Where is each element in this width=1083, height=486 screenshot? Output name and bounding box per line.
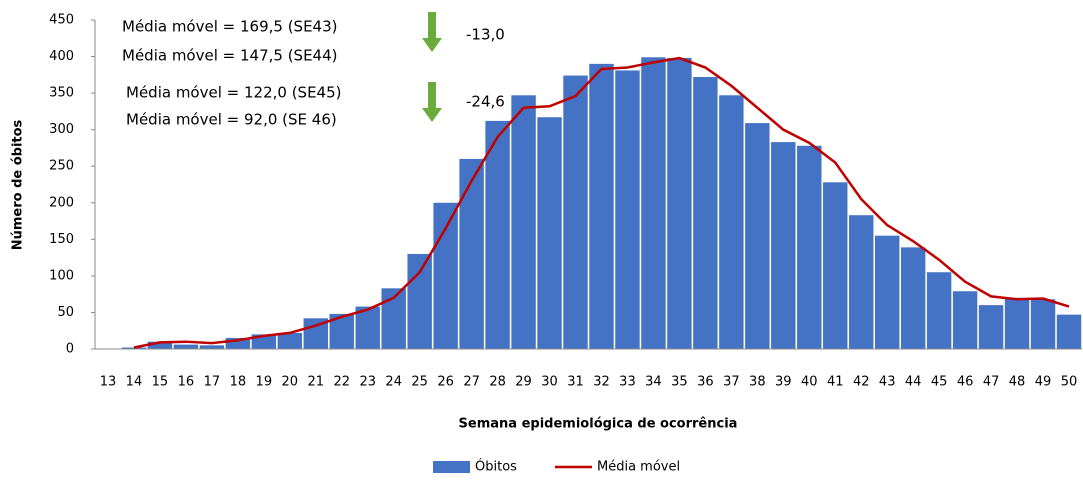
x-tick-label: 29 [515,375,532,390]
x-tick-label: 13 [100,375,117,390]
y-tick-label: 50 [57,305,74,320]
bar [693,77,718,349]
x-tick-label: 21 [308,375,325,390]
bar [641,57,666,349]
x-tick-label: 17 [204,375,221,390]
bar [485,120,510,349]
x-tick-label: 46 [957,375,974,390]
x-tick-label: 20 [282,375,299,390]
x-tick-label: 36 [697,375,714,390]
x-tick-label: 16 [178,375,195,390]
bar [926,272,952,349]
arrow [422,82,442,122]
bar [199,345,225,349]
annotation: Média móvel = 122,0 (SE45) [126,84,342,102]
x-tick-label: 34 [645,375,662,390]
bar [1056,314,1082,349]
bar [225,338,251,349]
x-tick-label: 43 [879,375,896,390]
x-tick-label: 32 [593,375,610,390]
x-tick-label: 24 [385,375,402,390]
y-tick-label: 0 [66,342,74,357]
y-tick-label: 150 [49,232,74,247]
bar [952,291,978,349]
bar [874,235,900,349]
x-tick-label: 45 [931,375,948,390]
bar [823,182,848,349]
bar [1030,299,1056,349]
x-tick-label: 40 [801,375,818,390]
bar [537,117,562,349]
arrow [422,12,442,52]
annotation: Média móvel = 92,0 (SE 46) [126,111,337,129]
bar [563,75,588,349]
x-tick-label: 35 [671,375,688,390]
y-tick-label: 200 [49,195,74,210]
x-tick-label: 44 [905,375,922,390]
x-tick-label: 23 [359,375,376,390]
x-tick-label: 26 [437,375,454,390]
y-tick-label: 300 [49,122,74,137]
bar [849,215,874,349]
bar [589,63,614,349]
x-tick-label: 28 [489,375,506,390]
x-tick-label: 39 [775,375,792,390]
bar [433,202,458,349]
x-axis-title: Semana epidemiológica de ocorrência [459,417,738,432]
x-tick-label: 42 [853,375,870,390]
bar [147,341,173,349]
annotation: -24,6 [466,93,505,111]
y-axis-title: Número de óbitos [11,119,26,250]
bar [173,344,199,349]
x-tick-label: 33 [619,375,636,390]
y-tick-label: 100 [49,268,74,283]
bar [459,158,484,349]
x-tick-label: 15 [152,375,169,390]
y-tick-label: 250 [49,159,74,174]
annotation: Média móvel = 147,5 (SE44) [122,47,338,65]
x-tick-label: 49 [1035,375,1052,390]
x-tick-label: 18 [230,375,247,390]
x-tick-label: 38 [749,375,766,390]
bar [121,347,147,349]
x-tick-label: 19 [256,375,273,390]
x-tick-label: 48 [1009,375,1026,390]
x-tick-label: 31 [567,375,584,390]
legend-label: Óbitos [475,459,517,475]
bar [511,95,536,349]
bar [1004,297,1030,349]
legend-swatch [433,461,470,473]
annotation: -13,0 [466,26,505,44]
y-tick-label: 350 [49,86,74,101]
bar [745,123,770,349]
bar [615,70,640,350]
bar [771,142,796,349]
line [133,56,1070,349]
x-tick-label: 47 [983,375,1000,390]
bar [277,332,303,349]
bar [355,306,380,349]
bar [978,305,1004,349]
x-tick-label: 14 [126,375,143,390]
legend-label: Média móvel [597,460,680,475]
x-tick-label: 41 [827,375,844,390]
x-tick-label: 25 [411,375,428,390]
x-tick-label: 30 [541,375,558,390]
y-tick-label: 450 [49,13,74,28]
x-tick-label: 37 [723,375,740,390]
y-tick-label: 400 [49,49,74,64]
bar [719,95,744,349]
bar [797,145,822,349]
bar [900,247,926,349]
x-tick-label: 50 [1061,375,1078,390]
x-tick-label: 27 [463,375,480,390]
bar [407,253,432,349]
annotation: Média móvel = 169,5 (SE43) [122,18,338,36]
bar [667,58,692,350]
x-tick-label: 22 [333,375,350,390]
